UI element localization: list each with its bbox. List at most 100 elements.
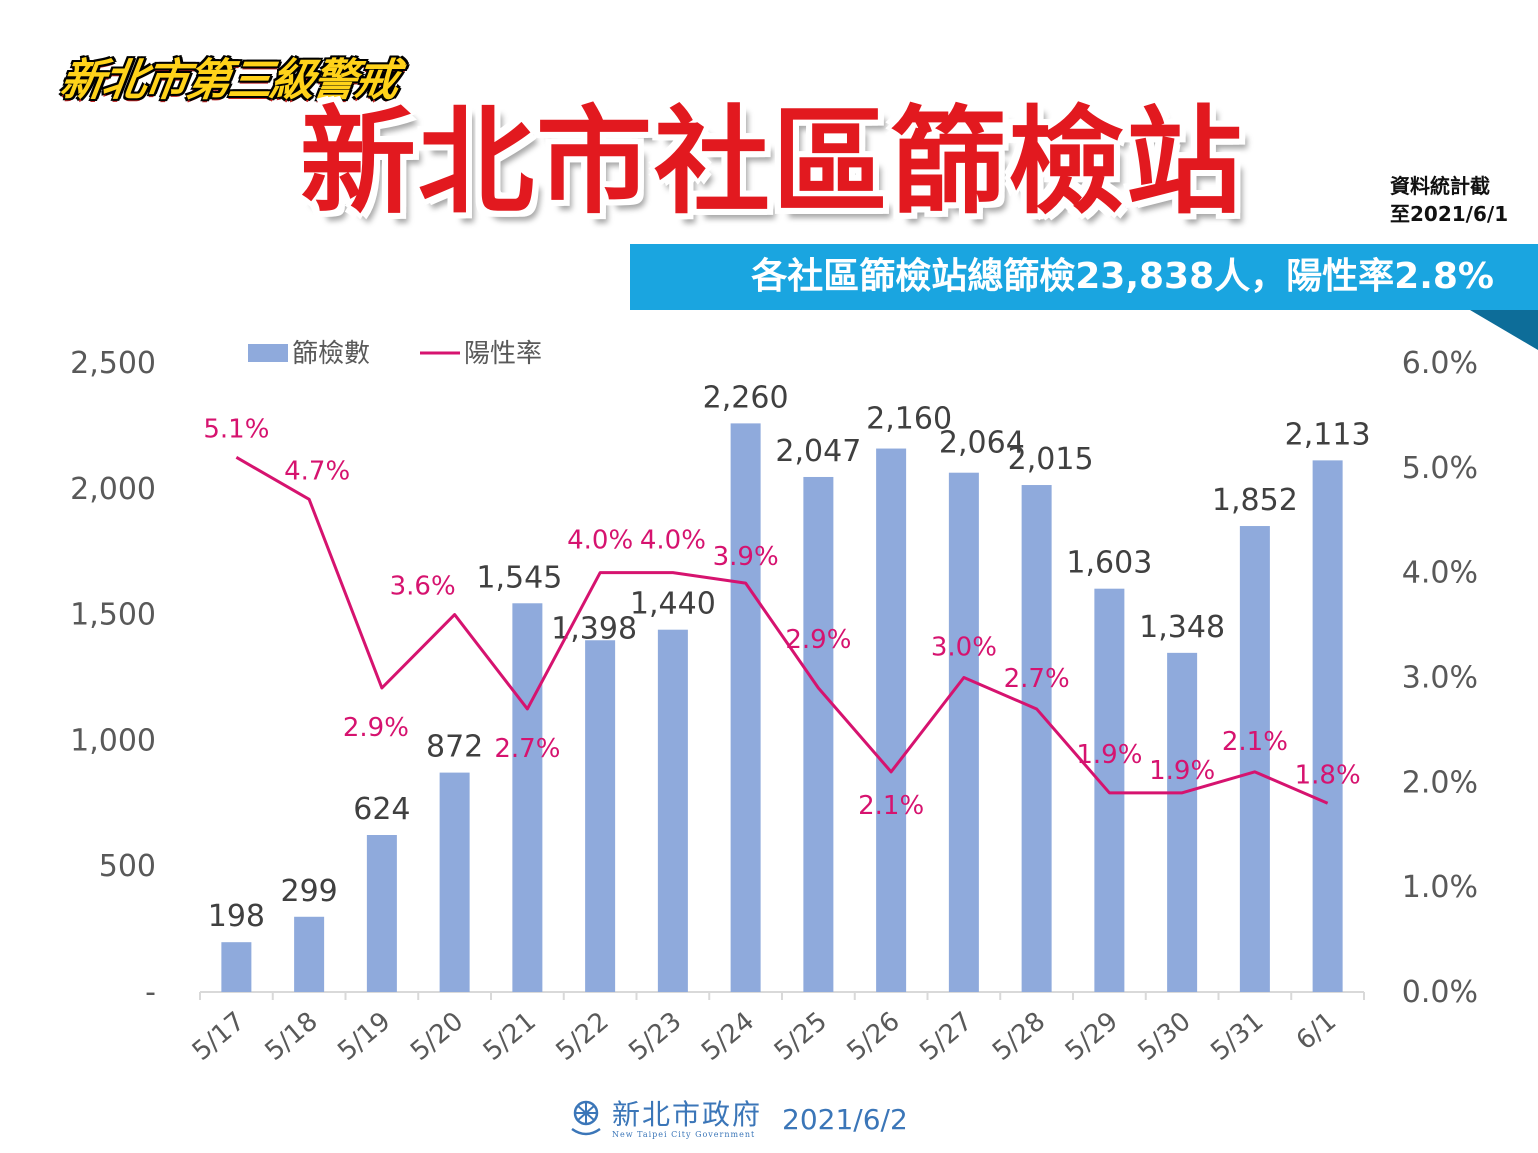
bar-5/22 bbox=[585, 640, 616, 992]
x-label-5/29: 5/29 bbox=[1060, 1006, 1124, 1067]
bar-label-5/24: 2,260 bbox=[703, 380, 789, 415]
bar-label-5/18: 299 bbox=[280, 874, 337, 909]
rate-label-5/18: 4.7% bbox=[284, 456, 350, 486]
x-label-5/22: 5/22 bbox=[551, 1006, 615, 1067]
bar-label-5/21: 1,545 bbox=[476, 560, 562, 595]
rate-label-5/17: 5.1% bbox=[203, 414, 269, 444]
bar-label-5/23: 1,440 bbox=[630, 587, 716, 622]
page-title: 新北市社區篩檢站 bbox=[300, 95, 1244, 230]
legend-bar-swatch bbox=[248, 344, 288, 362]
x-label-5/23: 5/23 bbox=[623, 1006, 687, 1067]
x-label-5/19: 5/19 bbox=[332, 1006, 396, 1067]
rate-label-5/31: 2.1% bbox=[1222, 727, 1288, 757]
bar-label-6/1: 2,113 bbox=[1285, 417, 1371, 452]
rate-label-5/29: 1.9% bbox=[1076, 740, 1142, 770]
rate-label-5/28: 2.7% bbox=[1004, 664, 1070, 694]
as-of-line2: 至2021/6/1 bbox=[1390, 202, 1509, 226]
banner-fold bbox=[1470, 310, 1538, 350]
org-block: 新北市政府 New Taipei City Government bbox=[612, 1097, 763, 1139]
right-tick-label: 5.0% bbox=[1402, 451, 1478, 486]
x-label-5/31: 5/31 bbox=[1205, 1006, 1269, 1067]
bar-label-5/29: 1,603 bbox=[1066, 546, 1152, 581]
rate-label-5/23: 4.0% bbox=[640, 526, 706, 556]
bar-label-5/20: 872 bbox=[426, 730, 483, 765]
rate-line bbox=[235, 456, 1329, 805]
x-label-5/25: 5/25 bbox=[769, 1006, 833, 1067]
left-tick-label: 1,000 bbox=[70, 723, 156, 758]
bar-5/21 bbox=[512, 603, 543, 992]
org-name: 新北市政府 bbox=[612, 1097, 763, 1131]
right-tick-label: 0.0% bbox=[1402, 975, 1478, 1010]
bar-5/28 bbox=[1021, 485, 1052, 992]
rate-label-5/21: 2.7% bbox=[494, 734, 560, 764]
data-as-of-note: 資料統計截 至2021/6/1 bbox=[1390, 172, 1530, 228]
rate-label-5/20: 3.6% bbox=[390, 572, 456, 602]
chart-legend: 篩檢數 陽性率 bbox=[248, 339, 542, 369]
x-label-6/1: 6/1 bbox=[1291, 1006, 1342, 1056]
bar-6/1 bbox=[1312, 460, 1343, 992]
legend-line-label: 陽性率 bbox=[464, 339, 542, 369]
line-data-labels: 5.1%4.7%2.9%3.6%2.7%4.0% 4.0%3.9%2.9%2.1%… bbox=[203, 414, 1360, 820]
left-tick-label: - bbox=[145, 975, 156, 1010]
bar-5/23 bbox=[657, 629, 688, 992]
left-tick-label: 2,000 bbox=[70, 472, 156, 507]
x-label-5/24: 5/24 bbox=[696, 1006, 760, 1067]
left-tick-label: 500 bbox=[99, 849, 156, 884]
x-label-5/26: 5/26 bbox=[842, 1006, 906, 1067]
right-axis: 0.0% 1.0% 2.0% 3.0% 4.0% 5.0% 6.0% bbox=[1402, 346, 1478, 1010]
left-tick-label: 1,500 bbox=[70, 598, 156, 633]
bar-5/30 bbox=[1167, 652, 1198, 992]
bar-5/31 bbox=[1239, 526, 1270, 992]
bar-label-5/25: 2,047 bbox=[775, 434, 861, 469]
bar-5/27 bbox=[948, 472, 979, 992]
bar-label-5/27: 2,064 bbox=[939, 426, 1025, 461]
x-axis-ticks bbox=[199, 992, 1365, 1000]
bar-series bbox=[221, 423, 1343, 992]
rate-label-5/27: 3.0% bbox=[931, 633, 997, 663]
x-label-5/18: 5/18 bbox=[260, 1006, 324, 1067]
rate-label-5/19: 2.9% bbox=[343, 713, 409, 743]
rate-label-5/26: 2.1% bbox=[858, 791, 924, 821]
rate-label-5/25: 2.9% bbox=[785, 625, 851, 655]
left-tick-label: 2,500 bbox=[70, 346, 156, 381]
bar-5/18 bbox=[294, 916, 325, 992]
right-tick-label: 3.0% bbox=[1402, 661, 1478, 696]
bar-label-5/28: 2,015 bbox=[1008, 442, 1094, 477]
left-axis: - 500 1,000 1,500 2,000 2,500 bbox=[70, 346, 156, 1010]
x-label-5/27: 5/27 bbox=[914, 1006, 978, 1067]
bar-label-5/26: 2,160 bbox=[866, 402, 952, 437]
x-label-5/21: 5/21 bbox=[478, 1006, 542, 1067]
as-of-line1: 資料統計截 bbox=[1390, 174, 1490, 198]
right-tick-label: 2.0% bbox=[1402, 765, 1478, 800]
bar-5/20 bbox=[439, 772, 470, 992]
publish-date: 2021/6/2 bbox=[782, 1102, 908, 1136]
x-label-5/30: 5/30 bbox=[1133, 1006, 1197, 1067]
legend-bar-label: 篩檢數 bbox=[292, 339, 370, 369]
rate-label-5/30: 1.9% bbox=[1149, 756, 1215, 786]
rate-label-5/24: 3.9% bbox=[713, 542, 779, 572]
bar-5/17 bbox=[221, 942, 252, 992]
x-label-5/17: 5/17 bbox=[187, 1006, 251, 1067]
bar-5/24 bbox=[730, 423, 761, 992]
footer: 新北市政府 New Taipei City Government 2021/6/… bbox=[568, 1094, 948, 1144]
bar-label-5/30: 1,348 bbox=[1139, 610, 1225, 645]
right-tick-label: 1.0% bbox=[1402, 870, 1478, 905]
bar-label-5/31: 1,852 bbox=[1212, 483, 1298, 518]
rate-label-6/1: 1.8% bbox=[1295, 760, 1361, 790]
bar-label-5/19: 624 bbox=[353, 792, 410, 827]
right-tick-label: 4.0% bbox=[1402, 556, 1478, 591]
x-label-5/28: 5/28 bbox=[987, 1006, 1051, 1067]
org-name-en: New Taipei City Government bbox=[612, 1129, 756, 1139]
bar-label-5/17: 198 bbox=[208, 899, 265, 934]
city-logo-icon bbox=[571, 1100, 601, 1136]
x-axis-labels: 5/17 5/18 5/19 5/20 5/21 5/22 5/23 5/24 5/25 5/26… bbox=[187, 1006, 1342, 1067]
summary-banner: 各社區篩檢站總篩檢23,838人，陽性率2.8% bbox=[630, 244, 1538, 310]
bar-5/29 bbox=[1094, 588, 1125, 992]
bar-5/19 bbox=[366, 835, 397, 992]
rate-label-5/22: 4.0% bbox=[567, 526, 633, 556]
right-tick-label: 6.0% bbox=[1402, 346, 1478, 381]
bar-data-labels: 1982996248721,5451,3981,4402,2602,0472,1… bbox=[208, 380, 1371, 934]
bar-5/25 bbox=[803, 476, 834, 992]
x-label-5/20: 5/20 bbox=[405, 1006, 469, 1067]
